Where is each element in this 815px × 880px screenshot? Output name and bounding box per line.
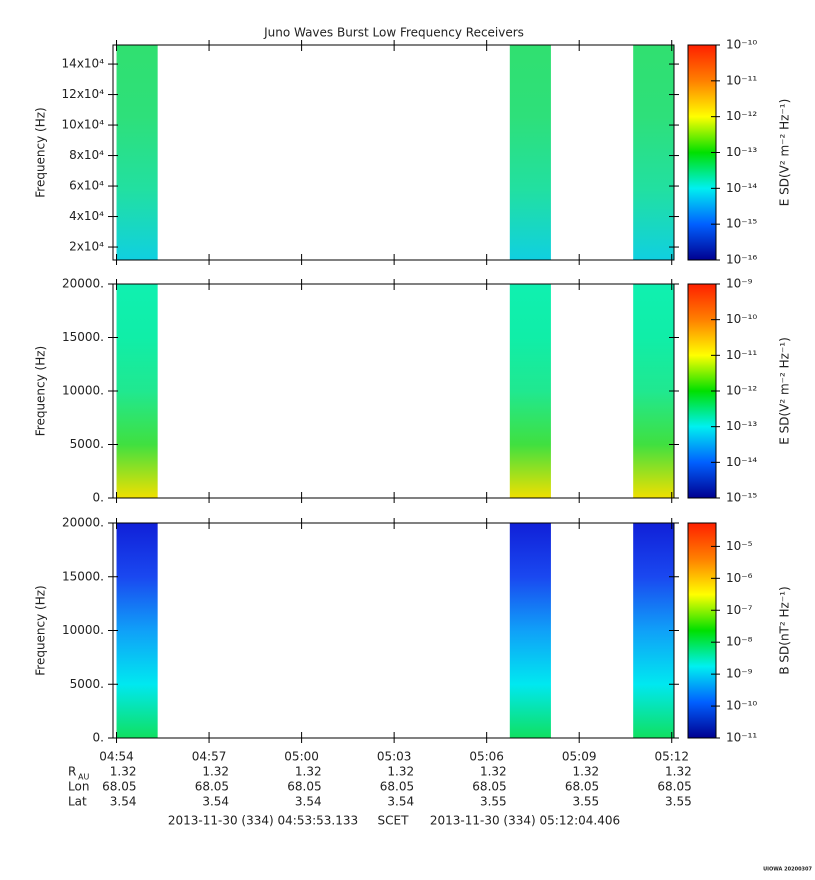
y-tick-label: 6x10⁴ — [69, 179, 104, 193]
y-axis-label: Frequency (Hz) — [34, 346, 48, 437]
ephemeris-value: 3.55 — [665, 795, 692, 809]
colorbar — [687, 522, 717, 739]
start-time: 2013-11-30 (334) 04:53:53.133 — [168, 814, 358, 828]
burst — [509, 284, 551, 498]
ephemeris-label: Lon — [68, 780, 89, 794]
colorbar-tick-label: 10⁻¹¹ — [726, 73, 757, 87]
time-frame: SCET — [378, 814, 410, 828]
y-tick-label: 10000. — [62, 384, 104, 398]
ephemeris-value: 3.55 — [480, 795, 507, 809]
colorbar-tick-label: 10⁻¹³ — [726, 145, 757, 159]
colorbar-tick-label: 10⁻¹¹ — [726, 348, 757, 362]
x-tick-label: 05:12 — [654, 750, 689, 764]
ephemeris-value: 3.54 — [110, 795, 137, 809]
burst — [509, 45, 551, 260]
ephemeris-value: 3.54 — [202, 795, 229, 809]
ephemeris-value: 68.05 — [565, 780, 599, 794]
colorbar-tick-label: 10⁻⁹ — [726, 667, 753, 681]
colorbar-tick-label: 10⁻⁸ — [726, 635, 753, 649]
ephemeris-label: R — [68, 765, 76, 779]
x-tick-label: 05:03 — [377, 750, 412, 764]
burst — [633, 45, 674, 260]
colorbar-label: E SD(V² m⁻² Hz⁻¹) — [778, 99, 792, 207]
burst — [633, 523, 674, 738]
x-tick-label: 04:57 — [192, 750, 227, 764]
y-tick-label: 0. — [93, 731, 104, 745]
colorbar-tick-label: 10⁻¹⁶ — [726, 253, 757, 267]
y-tick-label: 14x10⁴ — [62, 57, 105, 71]
plot-frame — [112, 44, 675, 261]
colorbar-tick-label: 10⁻⁹ — [726, 277, 753, 291]
y-tick-label: 8x10⁴ — [69, 148, 104, 162]
ephemeris-value: 3.55 — [572, 795, 599, 809]
y-tick-label: 20000. — [62, 516, 104, 530]
y-axis-label: Frequency (Hz) — [34, 585, 48, 676]
ephemeris-value: 1.32 — [110, 765, 137, 779]
ephemeris-value: 68.05 — [472, 780, 506, 794]
plot-frame — [112, 283, 675, 499]
colorbar-tick-label: 10⁻⁷ — [726, 603, 753, 617]
burst — [509, 523, 551, 738]
colorbar-tick-label: 10⁻⁵ — [726, 539, 753, 553]
ephemeris-value: 68.05 — [287, 780, 321, 794]
x-tick-label: 05:00 — [284, 750, 319, 764]
ephemeris-value: 1.32 — [480, 765, 507, 779]
burst — [116, 284, 158, 498]
y-tick-label: 0. — [93, 491, 104, 505]
colorbar-tick-label: 10⁻¹³ — [726, 419, 757, 433]
y-tick-label: 2x10⁴ — [69, 240, 104, 254]
x-tick-label: 05:09 — [562, 750, 597, 764]
ephemeris-value: 1.32 — [665, 765, 692, 779]
y-tick-label: 5000. — [70, 677, 104, 691]
ephemeris-value: 68.05 — [102, 780, 136, 794]
colorbar-tick-label: 10⁻¹⁰ — [726, 312, 757, 326]
credit: UIOWA 20200307 — [763, 867, 812, 873]
x-tick-label: 05:06 — [469, 750, 504, 764]
y-tick-label: 10x10⁴ — [62, 118, 105, 132]
y-tick-label: 12x10⁴ — [62, 87, 105, 101]
ephemeris-value: 3.54 — [387, 795, 414, 809]
colorbar-tick-label: 10⁻¹⁰ — [726, 38, 757, 52]
ephemeris-value: 1.32 — [572, 765, 599, 779]
colorbar-tick-label: 10⁻¹² — [726, 109, 757, 123]
y-tick-label: 20000. — [62, 277, 104, 291]
colorbar-tick-label: 10⁻¹¹ — [726, 731, 757, 745]
ephemeris-value: 1.32 — [295, 765, 322, 779]
burst — [116, 45, 158, 260]
y-tick-label: 10000. — [62, 623, 104, 637]
y-tick-label: 5000. — [70, 437, 104, 451]
burst — [633, 284, 674, 498]
ephemeris-label-sub: AU — [78, 773, 89, 782]
ephemeris-value: 1.32 — [202, 765, 229, 779]
colorbar-tick-label: 10⁻¹⁴ — [726, 181, 757, 195]
x-tick-label: 04:54 — [99, 750, 134, 764]
colorbar-label: E SD(V² m⁻² Hz⁻¹) — [778, 337, 792, 445]
ephemeris-value: 1.32 — [387, 765, 414, 779]
y-tick-label: 15000. — [62, 569, 104, 583]
colorbar-label: B SD(nT² Hz⁻¹) — [778, 586, 792, 674]
colorbar-tick-label: 10⁻¹⁵ — [726, 217, 757, 231]
chart-title: Juno Waves Burst Low Frequency Receivers — [263, 26, 524, 40]
plot-frame — [112, 522, 675, 739]
colorbar-tick-label: 10⁻¹⁴ — [726, 455, 757, 469]
y-tick-label: 4x10⁴ — [69, 209, 104, 223]
burst — [116, 523, 158, 738]
colorbar-tick-label: 10⁻¹² — [726, 384, 757, 398]
colorbar-tick-label: 10⁻¹⁰ — [726, 699, 757, 713]
ephemeris-label: Lat — [68, 795, 87, 809]
ephemeris-value: 3.54 — [295, 795, 322, 809]
ephemeris-value: 68.05 — [195, 780, 229, 794]
end-time: 2013-11-30 (334) 05:12:04.406 — [430, 814, 620, 828]
colorbar-tick-label: 10⁻¹⁵ — [726, 491, 757, 505]
y-tick-label: 15000. — [62, 330, 104, 344]
ephemeris-value: 68.05 — [380, 780, 414, 794]
y-axis-label: Frequency (Hz) — [34, 107, 48, 198]
colorbar-tick-label: 10⁻⁶ — [726, 571, 753, 585]
ephemeris-value: 68.05 — [657, 780, 691, 794]
